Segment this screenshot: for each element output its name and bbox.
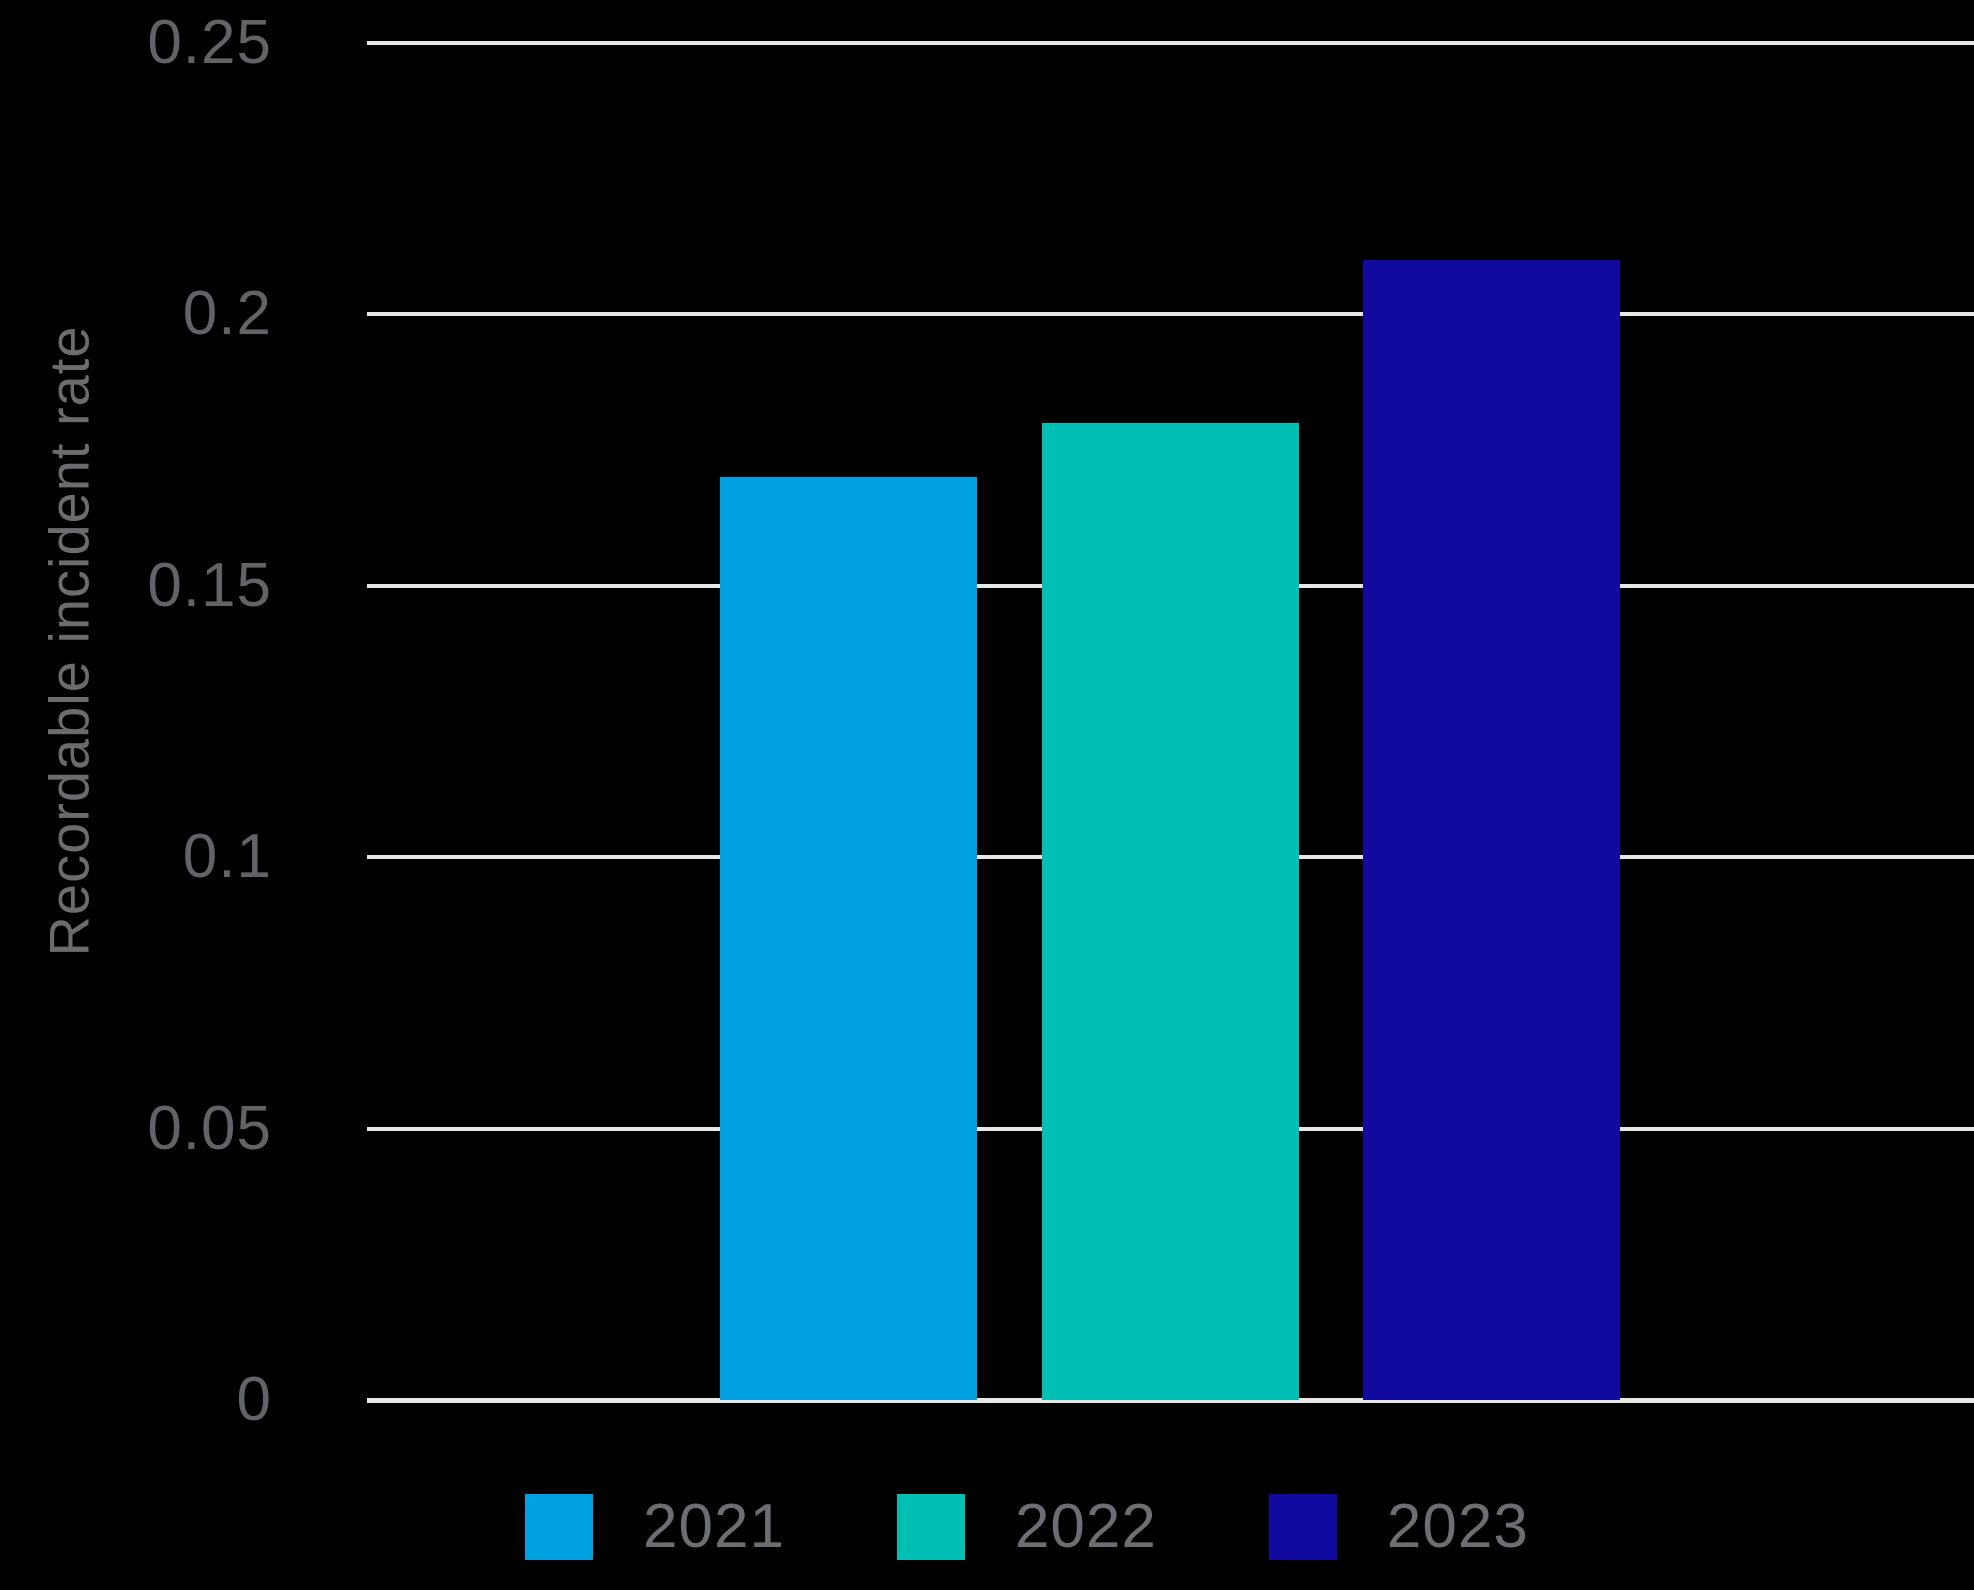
bar-2023 xyxy=(1363,259,1620,1400)
legend-swatch-2022 xyxy=(896,1494,965,1560)
y-tick-label-0.05: 0.05 xyxy=(147,1093,272,1163)
y-tick-label-0.1: 0.1 xyxy=(182,822,272,891)
gridline-0.25 xyxy=(367,40,1974,45)
legend-swatch-2023 xyxy=(1268,1494,1337,1560)
bar-2022 xyxy=(1042,422,1299,1400)
legend-label-2023: 2023 xyxy=(1386,1492,1529,1561)
x-axis-line xyxy=(367,1398,1974,1403)
y-tick-label-0.25: 0.25 xyxy=(147,7,272,77)
legend-item-2022: 2022 xyxy=(896,1492,1157,1561)
legend-item-2023: 2023 xyxy=(1268,1492,1529,1561)
legend-item-2021: 2021 xyxy=(525,1494,785,1560)
gridline-0.2 xyxy=(367,312,1974,316)
legend-swatch-2021 xyxy=(525,1494,593,1560)
y-tick-label-0: 0 xyxy=(236,1365,272,1434)
legend: 2021 2022 2023 xyxy=(525,1494,1529,1560)
legend-label-2022: 2022 xyxy=(1014,1492,1157,1561)
y-tick-label-0.2: 0.2 xyxy=(182,279,272,348)
legend-label-2021: 2021 xyxy=(643,1492,785,1561)
y-tick-label-0.15: 0.15 xyxy=(147,550,272,620)
bar-2021 xyxy=(720,476,977,1400)
